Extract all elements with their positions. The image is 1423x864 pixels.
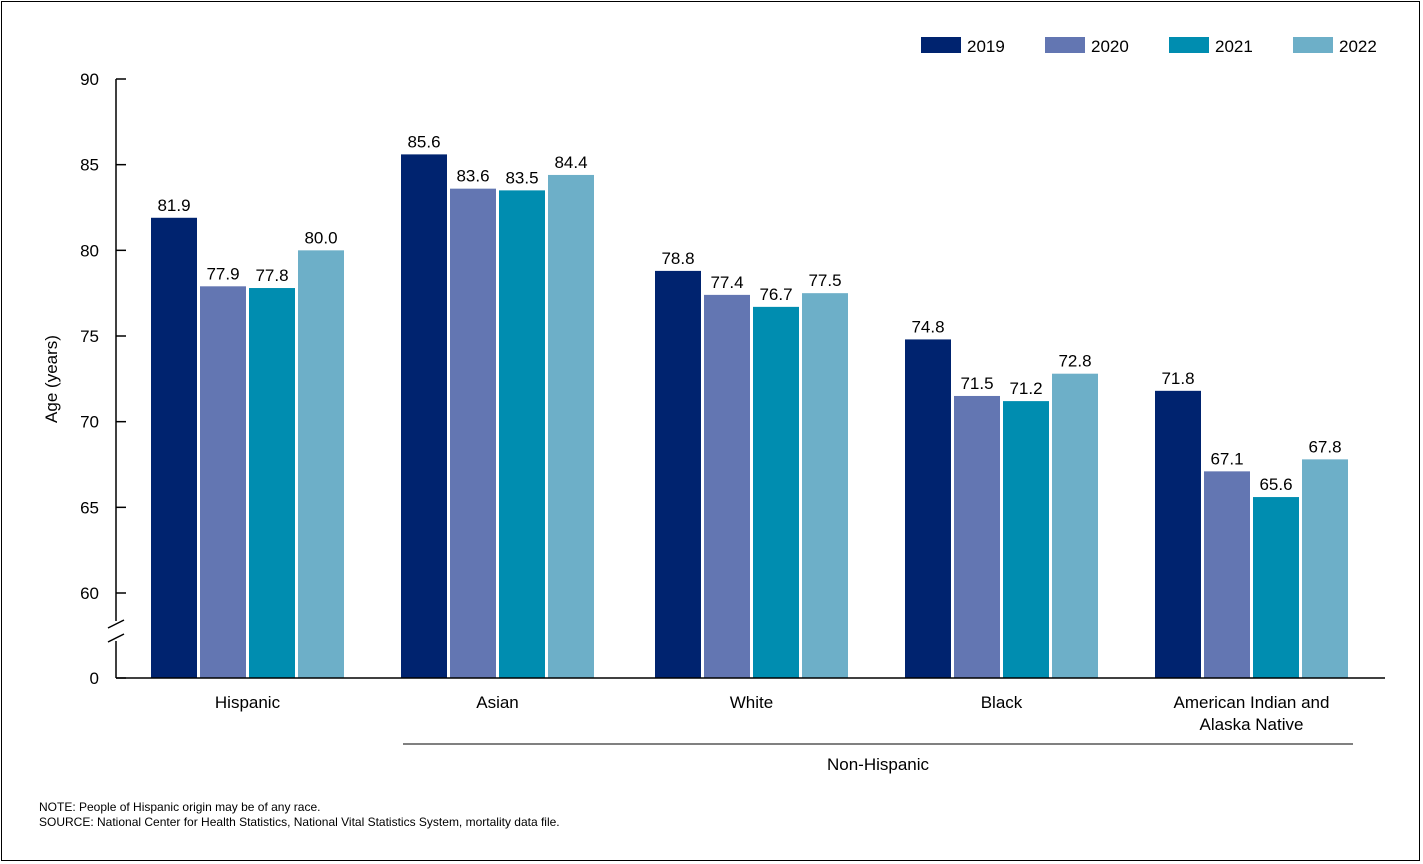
bar-2022-2 (802, 293, 848, 678)
category-label: Hispanic (215, 693, 281, 712)
data-label: 83.6 (456, 167, 489, 186)
y-tick-label: 80 (80, 241, 99, 260)
data-label: 78.8 (661, 249, 694, 268)
y-tick-label: 85 (80, 156, 99, 175)
bar-2019-3 (905, 339, 951, 678)
data-label: 80.0 (304, 228, 337, 247)
category-label: White (730, 693, 773, 712)
data-label: 77.8 (255, 266, 288, 285)
bar-2019-2 (655, 270, 701, 678)
bar-2021-3 (1003, 401, 1049, 678)
data-label: 85.6 (407, 132, 440, 151)
category-label: Alaska Native (1200, 715, 1304, 734)
y-tick-label: 75 (80, 327, 99, 346)
legend-swatch-2019 (921, 37, 961, 53)
y-tick-label: 70 (80, 413, 99, 432)
bar-2020-1 (450, 188, 496, 679)
bar-2020-0 (200, 286, 246, 678)
bar-2021-4 (1253, 497, 1299, 678)
data-label: 65.6 (1259, 475, 1292, 494)
legend-label: 2022 (1339, 37, 1377, 56)
data-labels: 81.9 85.6 78.8 74.8 71.8 77.9 83.6 77.4 71.5 67.1… (157, 132, 1341, 494)
y-tick-label: 0 (90, 669, 99, 688)
data-label: 81.9 (157, 196, 190, 215)
data-label: 77.9 (206, 264, 239, 283)
data-label: 74.8 (911, 317, 944, 336)
legend-swatch-2020 (1045, 37, 1085, 53)
data-label: 76.7 (759, 285, 792, 304)
bar-2022-3 (1052, 373, 1098, 678)
bar-2019-1 (401, 154, 447, 679)
category-label: Black (981, 693, 1023, 712)
data-label: 67.1 (1210, 449, 1243, 468)
data-label: 71.8 (1161, 369, 1194, 388)
category-label: American Indian and (1174, 693, 1330, 712)
data-label: 72.8 (1058, 352, 1091, 371)
legend-swatch-2022 (1293, 37, 1333, 53)
bar-2020-2 (704, 294, 750, 678)
y-tick-label: 90 (80, 70, 99, 89)
bar-2022-4 (1302, 459, 1348, 678)
legend: 2019 2020 2021 2022 (921, 37, 1377, 56)
bar-2021-0 (249, 288, 295, 678)
bar-2019-4 (1155, 390, 1201, 678)
bar-2021-1 (499, 190, 545, 678)
data-label: 83.5 (505, 168, 538, 187)
axis-break-mark (107, 619, 125, 629)
note-text: NOTE: People of Hispanic origin may be o… (39, 800, 321, 814)
bar-2020-4 (1204, 471, 1250, 678)
bar-2022-1 (548, 174, 594, 679)
legend-label: 2020 (1091, 37, 1129, 56)
bar-2022-0 (298, 250, 344, 679)
bar-2019-0 (151, 217, 197, 678)
y-axis-title: Age (years) (42, 335, 61, 423)
data-label: 77.4 (710, 273, 743, 292)
legend-swatch-2021 (1169, 37, 1209, 53)
source-text: SOURCE: National Center for Health Stati… (39, 815, 560, 829)
bar-2020-3 (954, 395, 1000, 678)
y-axis: 90 85 80 75 70 65 60 0 (80, 70, 126, 688)
x-axis: Hispanic Asian White Black American Indian a… (116, 677, 1385, 745)
axis-break-mark (107, 633, 125, 643)
data-label: 77.5 (808, 271, 841, 290)
data-label: 71.5 (960, 374, 993, 393)
legend-label: 2019 (967, 37, 1005, 56)
data-label: 71.2 (1009, 379, 1042, 398)
data-label: 67.8 (1308, 437, 1341, 456)
data-label: 84.4 (554, 153, 587, 172)
y-tick-label: 60 (80, 584, 99, 603)
bar-2021-2 (753, 306, 799, 678)
legend-label: 2021 (1215, 37, 1253, 56)
non-hispanic-group-label: Non-Hispanic (827, 755, 930, 774)
category-label: Asian (476, 693, 519, 712)
y-tick-label: 65 (80, 498, 99, 517)
bars (151, 154, 1348, 679)
